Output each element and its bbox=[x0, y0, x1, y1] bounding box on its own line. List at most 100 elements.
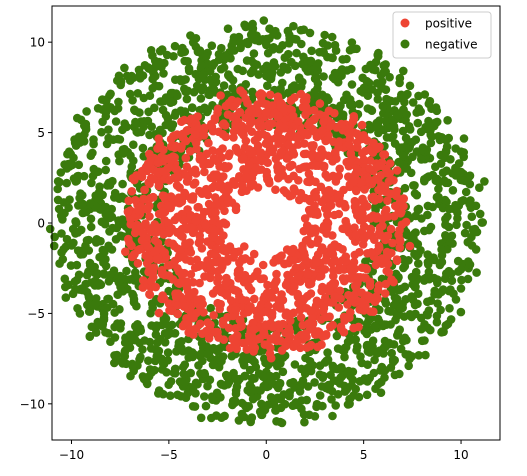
negative-point bbox=[424, 267, 434, 277]
negative-point bbox=[320, 30, 330, 40]
positive-point bbox=[328, 320, 338, 330]
positive-point bbox=[384, 268, 394, 277]
negative-point bbox=[242, 38, 251, 47]
positive-point bbox=[253, 312, 262, 322]
negative-point bbox=[133, 89, 143, 98]
negative-point bbox=[372, 349, 382, 358]
negative-point bbox=[417, 324, 426, 334]
positive-point bbox=[191, 169, 201, 178]
negative-point bbox=[306, 56, 316, 66]
positive-point bbox=[256, 148, 266, 157]
negative-point bbox=[231, 373, 240, 383]
y-tick-label: −10 bbox=[20, 397, 45, 411]
positive-point bbox=[181, 240, 190, 249]
positive-point bbox=[238, 295, 247, 305]
positive-point bbox=[313, 342, 322, 352]
negative-point bbox=[475, 183, 484, 192]
positive-point bbox=[215, 162, 224, 171]
positive-point bbox=[350, 281, 360, 291]
negative-point bbox=[166, 97, 176, 107]
positive-point bbox=[334, 303, 344, 312]
positive-point bbox=[289, 184, 299, 193]
negative-point bbox=[241, 22, 250, 32]
negative-point bbox=[188, 103, 197, 113]
negative-point bbox=[138, 143, 148, 153]
negative-point bbox=[362, 319, 372, 328]
negative-point bbox=[163, 348, 173, 357]
negative-point bbox=[205, 67, 215, 76]
negative-point bbox=[196, 413, 206, 423]
negative-point bbox=[73, 246, 83, 255]
positive-point bbox=[250, 294, 259, 304]
positive-point bbox=[293, 140, 303, 149]
positive-point bbox=[211, 208, 220, 217]
negative-point bbox=[458, 176, 468, 185]
positive-point bbox=[360, 185, 369, 194]
negative-point bbox=[355, 377, 365, 386]
negative-point bbox=[167, 123, 176, 132]
negative-point bbox=[312, 399, 322, 409]
negative-point bbox=[465, 260, 475, 269]
negative-point bbox=[432, 117, 442, 127]
positive-point bbox=[191, 130, 200, 139]
negative-point bbox=[75, 309, 85, 318]
negative-point bbox=[426, 130, 436, 140]
positive-point bbox=[317, 286, 326, 296]
negative-point bbox=[158, 105, 168, 115]
positive-point bbox=[209, 170, 219, 179]
negative-point bbox=[393, 331, 402, 340]
positive-point bbox=[385, 159, 395, 168]
negative-point bbox=[451, 200, 460, 210]
positive-point bbox=[289, 150, 299, 159]
y-tick-label: −5 bbox=[27, 307, 45, 321]
positive-point bbox=[189, 180, 198, 189]
negative-point bbox=[133, 320, 142, 329]
negative-point bbox=[202, 342, 212, 351]
negative-point bbox=[223, 24, 233, 33]
negative-point bbox=[331, 46, 341, 55]
negative-point bbox=[416, 107, 426, 116]
positive-point bbox=[172, 165, 182, 174]
negative-point bbox=[55, 259, 64, 268]
negative-point bbox=[91, 298, 101, 308]
negative-point bbox=[324, 380, 333, 390]
negative-point bbox=[72, 260, 82, 270]
negative-point bbox=[391, 315, 400, 325]
positive-point bbox=[262, 108, 271, 117]
negative-point bbox=[115, 194, 124, 203]
negative-point bbox=[189, 87, 199, 97]
negative-point bbox=[381, 116, 391, 126]
positive-point bbox=[281, 341, 291, 351]
negative-point bbox=[331, 401, 341, 410]
positive-point bbox=[124, 196, 133, 206]
negative-point bbox=[249, 49, 259, 58]
negative-point bbox=[390, 370, 400, 380]
negative-point bbox=[101, 165, 110, 175]
positive-point bbox=[258, 260, 268, 270]
negative-point bbox=[248, 394, 258, 404]
positive-point bbox=[193, 295, 202, 305]
positive-point bbox=[186, 270, 196, 279]
negative-point bbox=[380, 373, 389, 382]
negative-point bbox=[136, 127, 146, 137]
negative-point bbox=[278, 367, 288, 377]
positive-point bbox=[267, 308, 277, 318]
positive-point bbox=[306, 306, 316, 315]
positive-point bbox=[271, 185, 280, 194]
negative-point bbox=[444, 222, 454, 232]
positive-point bbox=[312, 296, 322, 306]
negative-point bbox=[320, 358, 330, 367]
positive-point bbox=[301, 102, 311, 112]
positive-point bbox=[188, 278, 198, 287]
positive-point bbox=[145, 212, 154, 221]
negative-point bbox=[54, 204, 64, 214]
positive-point bbox=[288, 111, 298, 121]
negative-point bbox=[84, 307, 94, 316]
negative-point bbox=[49, 241, 59, 251]
negative-point bbox=[332, 331, 342, 341]
negative-point bbox=[459, 196, 468, 205]
negative-point bbox=[440, 176, 449, 185]
negative-point bbox=[471, 245, 481, 254]
negative-point bbox=[327, 32, 337, 42]
negative-point bbox=[351, 384, 361, 394]
